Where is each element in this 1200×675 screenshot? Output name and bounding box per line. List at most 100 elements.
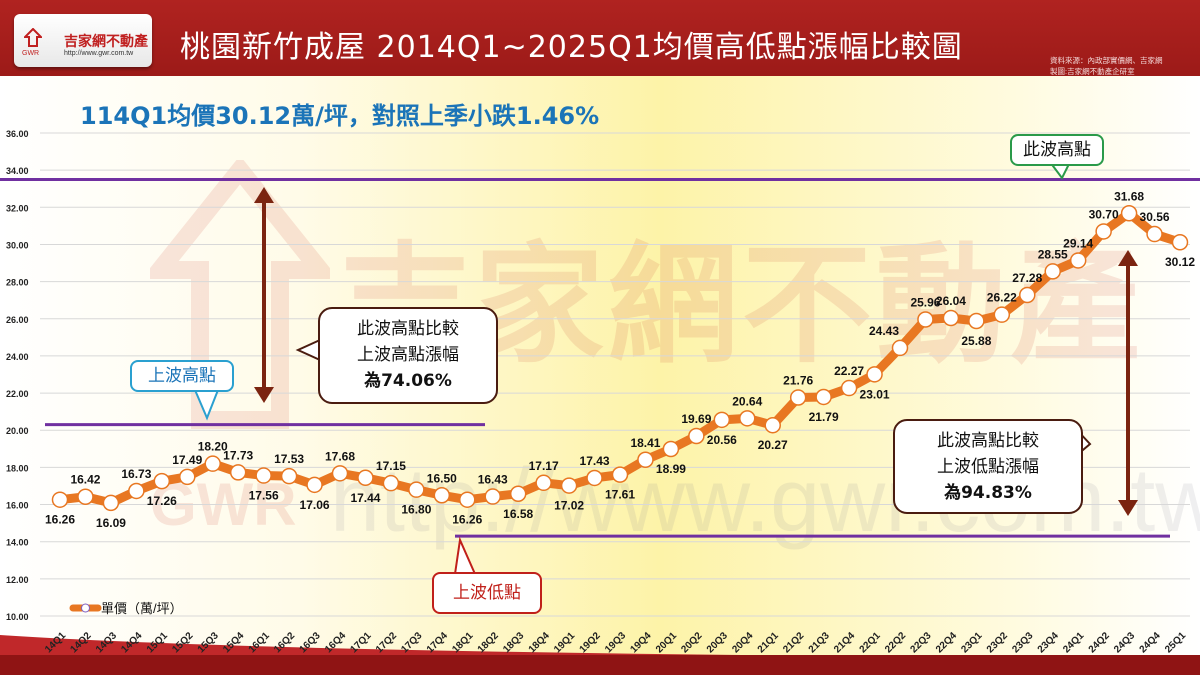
x-tick-label: 19Q1 — [552, 630, 577, 655]
callout-prev-wave-high: 上波高點 — [130, 360, 234, 392]
source-line-2: 製圖:吉家網不動產企研室 — [1050, 67, 1135, 76]
logo-name: 吉家網不動產 — [64, 33, 148, 49]
x-tick-label: 21Q1 — [756, 630, 781, 655]
data-label: 16.43 — [478, 473, 508, 487]
data-point — [459, 491, 476, 508]
callout-tail — [454, 536, 476, 575]
x-tick-label: 23Q3 — [1010, 630, 1035, 655]
data-label: 17.68 — [325, 449, 355, 463]
x-tick-label: 23Q2 — [985, 630, 1010, 655]
data-point — [1019, 286, 1036, 304]
data-point — [280, 467, 298, 485]
subtitle: 114Q1均價30.12萬/坪，對照上季小跌1.46% — [80, 102, 600, 130]
data-label: 16.42 — [70, 473, 100, 487]
x-tick-label: 19Q2 — [578, 630, 603, 655]
data-label: 28.55 — [1038, 247, 1068, 261]
x-tick-label: 22Q2 — [883, 630, 908, 655]
y-tick-label: 20.00 — [6, 426, 29, 436]
data-label: 30.70 — [1089, 207, 1119, 221]
data-point — [1120, 205, 1138, 222]
data-label: 22.27 — [834, 364, 864, 378]
double-arrow-low-head-bottom — [1118, 500, 1138, 516]
x-tick-label: 20Q2 — [679, 630, 704, 655]
y-tick-label: 12.00 — [6, 575, 29, 585]
x-tick-label: 17Q1 — [348, 630, 373, 655]
data-label: 21.79 — [809, 410, 839, 424]
source-note: 資料來源：內政部實價網、吉家網 製圖:吉家網不動產企研室 — [1050, 55, 1163, 77]
double-arrow-low-head-top — [1118, 250, 1138, 266]
data-point — [560, 477, 578, 494]
data-label: 17.44 — [350, 491, 380, 505]
page-title: 桃園新竹成屋 2014Q1~2025Q1均價高低點漲幅比較圖 — [180, 30, 963, 65]
x-tick-label: 22Q3 — [908, 630, 933, 655]
x-tick-label: 14Q4 — [119, 630, 144, 655]
x-tick-label: 18Q3 — [501, 630, 526, 655]
x-tick-label: 19Q3 — [603, 630, 628, 655]
box-tail — [295, 339, 321, 361]
x-tick-label: 20Q1 — [654, 630, 679, 655]
x-tick-label: 16Q3 — [298, 630, 323, 655]
x-tick-label: 17Q4 — [425, 630, 450, 655]
y-tick-label: 14.00 — [6, 538, 29, 548]
callout-prev-wave-low-label: 上波低點 — [453, 583, 521, 603]
data-point — [51, 491, 69, 508]
data-point — [637, 451, 654, 469]
data-label: 17.56 — [249, 489, 279, 503]
box1-line3: 為74.06% — [364, 371, 452, 391]
data-point — [77, 488, 94, 505]
x-tick-label: 24Q3 — [1112, 630, 1137, 655]
x-tick-label: 17Q3 — [399, 630, 424, 655]
data-point — [688, 427, 705, 445]
data-point — [1044, 263, 1061, 280]
data-point — [433, 487, 451, 504]
data-label: 17.49 — [172, 453, 202, 467]
x-tick-label: 18Q2 — [476, 630, 501, 655]
y-tick-label: 30.00 — [6, 240, 29, 250]
x-tick-label: 18Q1 — [450, 630, 475, 655]
x-tick-label: 21Q4 — [832, 630, 857, 655]
data-label: 16.58 — [503, 507, 533, 521]
box-high-vs-high: 此波高點比較 上波高點漲幅 為74.06% — [318, 307, 498, 404]
data-point — [153, 472, 171, 490]
y-tick-label: 26.00 — [6, 315, 29, 325]
data-point — [611, 466, 629, 483]
double-arrow-high-head-top — [254, 187, 274, 203]
legend-label: 單價（萬/坪） — [101, 601, 183, 616]
data-label: 17.73 — [223, 448, 253, 462]
callout-tail — [1049, 161, 1071, 180]
data-label: 20.56 — [707, 433, 737, 447]
data-point — [1146, 225, 1163, 243]
data-point — [306, 476, 323, 494]
data-point — [917, 311, 934, 328]
watermark-logo-icon — [150, 160, 330, 429]
data-label: 27.28 — [1012, 271, 1042, 285]
data-point — [891, 339, 909, 357]
data-point — [331, 465, 349, 482]
logo[interactable]: 吉家網不動產 GWR http://www.gwr.com.tw — [14, 14, 152, 67]
y-tick-label: 32.00 — [6, 203, 29, 213]
data-point — [128, 482, 145, 500]
x-tick-label: 14Q2 — [68, 630, 93, 655]
data-label: 17.26 — [147, 494, 177, 508]
data-label: 26.04 — [936, 294, 966, 308]
box-high-vs-low: 此波高點比較 上波低點漲幅 為94.83% — [893, 419, 1083, 514]
data-label: 17.02 — [554, 499, 584, 513]
x-tick-label: 16Q4 — [323, 630, 348, 655]
data-label: 17.53 — [274, 452, 304, 466]
data-point — [535, 474, 552, 492]
x-tick-label: 24Q1 — [1061, 630, 1086, 655]
data-point — [1069, 252, 1087, 269]
data-point — [993, 306, 1011, 323]
data-label: 23.01 — [860, 387, 890, 401]
y-tick-label: 36.00 — [6, 129, 29, 139]
data-label: 16.80 — [401, 503, 431, 517]
x-tick-label: 23Q1 — [959, 630, 984, 655]
footer-wave — [0, 635, 1200, 660]
data-point — [382, 474, 400, 492]
data-point — [204, 455, 221, 472]
callout-tail — [194, 389, 219, 421]
x-tick-label: 22Q4 — [934, 630, 959, 655]
data-point — [942, 309, 960, 327]
data-point — [179, 468, 196, 486]
